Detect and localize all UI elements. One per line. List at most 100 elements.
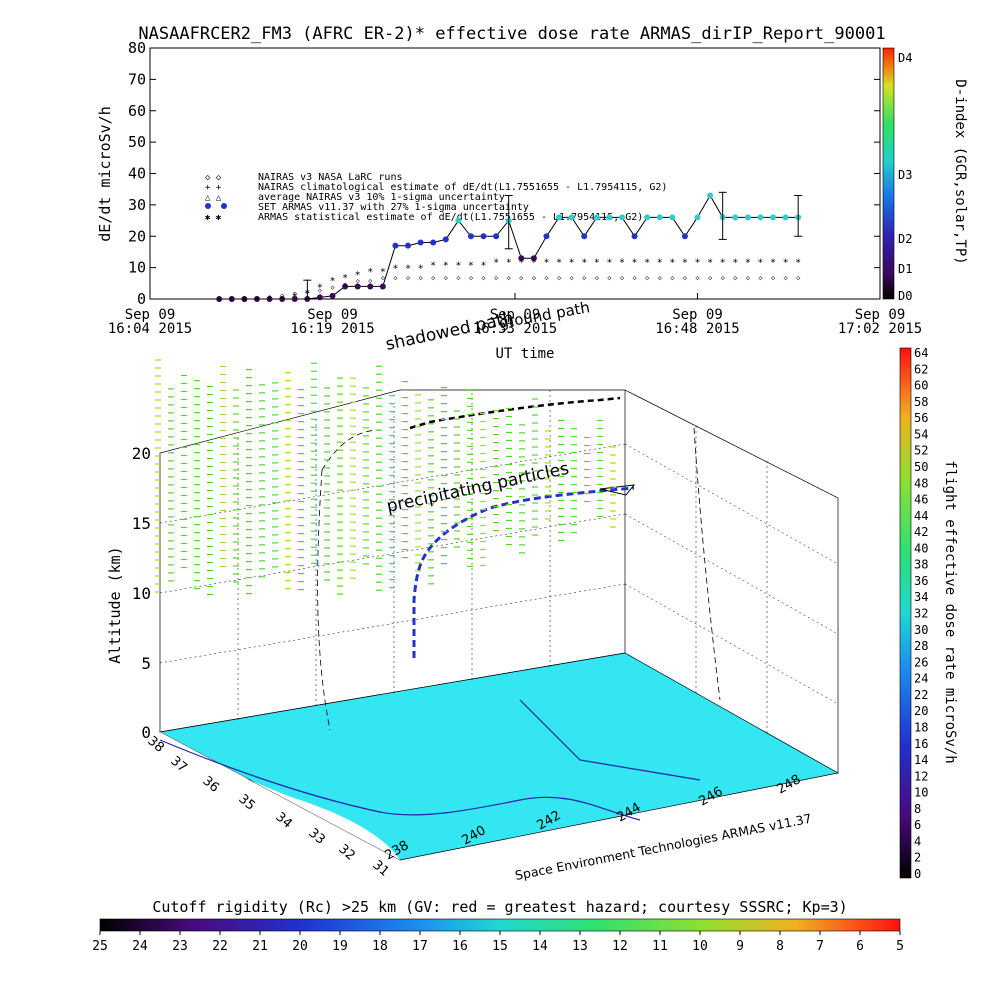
legend-entry: SET ARMAS v11.37 with 27% 1-sigma uncert… [258,202,529,213]
dose-rate-tick: 12 [914,769,928,783]
d-index-colorbar [882,47,895,300]
armas-point [593,214,600,221]
nairas-point: ◇ [758,274,763,282]
rigidity-tick-label: 7 [816,939,824,954]
dose-rate-tick: 46 [914,493,928,507]
top-y-axis: 0 10 20 30 40 50 60 70 80 [128,39,880,308]
nairas-point: ◇ [595,274,600,282]
flight-track-upper [409,396,621,430]
nairas-point: ◇ [230,296,235,304]
nairas-point: ◇ [381,274,386,282]
dose-rate-tick: 6 [914,818,921,832]
stat-point: * [443,260,449,271]
dose-rate-tick: 60 [914,379,928,393]
x-tick-label: 16:48 2015 [655,321,739,337]
nairas-point: ◇ [708,274,713,282]
armas-point [392,242,399,249]
latitude-tick: 35 [235,792,257,814]
nairas-point: ◇ [645,274,650,282]
armas-point [316,294,323,301]
rigidity-tick-label: 25 [92,939,108,954]
armas-point [644,214,651,221]
y-tick-label: 30 [128,196,146,214]
rigidity-tick-label: 17 [412,939,428,954]
nairas-point: ◇ [670,274,675,282]
armas-point [480,233,487,240]
nairas-point: ◇ [280,291,285,299]
nairas-point: ◇ [469,274,474,282]
armas-point [291,296,298,302]
nairas-point: ◇ [796,274,801,282]
nairas-point: ◇ [658,274,663,282]
altitude-tick: 5 [141,654,151,673]
x-tick-label: Sep 09 [125,307,176,323]
stat-point: * [657,257,663,268]
y-tick-label: 0 [137,290,146,308]
nairas-point: ◇ [418,274,423,282]
nairas-point: ◇ [695,274,700,282]
armas-point [782,214,789,221]
coastline [519,699,701,781]
stat-point: * [292,292,298,303]
dose-rate-tick: 10 [914,786,928,800]
stat-point: * [279,295,285,306]
precipitating-particles-annotation: precipitating particles [385,459,571,517]
x-tick-label: Sep 09 [672,307,723,323]
armas-point [442,236,449,243]
armas-point [631,233,638,240]
armas-point [707,192,714,199]
altitude-tick: 15 [132,514,151,533]
stat-point: * [468,260,474,271]
legend-entry: ARMAS statistical estimate of dE/dt(L1.7… [258,212,643,223]
top-series: * * * * * * * * * * * * * * * * * * * * * * * * * * * * * * * * * * * * * * * *… [216,191,803,306]
armas-point [241,296,248,302]
x-tick-label: Sep 09 [855,307,906,323]
armas-point [455,217,462,224]
armas-point [568,214,575,221]
nairas-point: ◇ [293,290,298,298]
armas-point [606,214,613,221]
rigidity-tick-label: 13 [572,939,588,954]
armas-point [354,283,361,290]
nairas-point: ◇ [632,274,637,282]
stat-point: * [430,260,436,271]
dose-rate-label: flight effective dose rate microSv/h [942,460,958,763]
stat-point: * [493,257,499,268]
armas-point [467,233,474,240]
armas-point [530,255,537,262]
stat-point: * [569,257,575,268]
nairas-point: ◇ [607,274,612,282]
rigidity-tick-label: 23 [172,939,188,954]
rigidity-tick-label: 11 [652,939,668,954]
armas-point [744,214,751,221]
dose-rate-tick: 48 [914,476,928,490]
dose-rate-tick: 40 [914,541,928,555]
armas-point [543,233,550,240]
stat-point: * [241,295,247,306]
stat-point: * [405,264,411,275]
latitude-tick: 33 [305,826,327,848]
d-index-tick: D0 [898,289,912,303]
y-tick-label: 60 [128,102,146,120]
legend-symbol: + + [205,183,222,193]
y-tick-label: 80 [128,39,146,57]
armas-point [367,283,374,290]
dose-rate-tick: 14 [914,753,928,767]
rigidity-tick-label: 10 [692,939,708,954]
legend-dot [221,203,227,209]
stat-point: * [556,257,562,268]
armas-point [405,242,412,249]
stat-point: * [267,295,273,306]
dose-rate-tick: 62 [914,362,928,376]
stat-point: * [418,264,424,275]
armas-point [266,296,273,302]
x-tick-label: 16:04 2015 [108,321,192,337]
dose-rate-axis: 0246810121416182022242628303234363840424… [914,346,928,881]
stat-point: * [367,267,373,278]
armas-point [556,214,563,221]
nairas-point: ◇ [544,274,549,282]
nairas-point: ◇ [318,287,323,295]
legend-symbol: ✱ ✱ [205,213,222,223]
rigidity-tick-label: 22 [212,939,228,954]
nairas-point: ◇ [771,274,776,282]
